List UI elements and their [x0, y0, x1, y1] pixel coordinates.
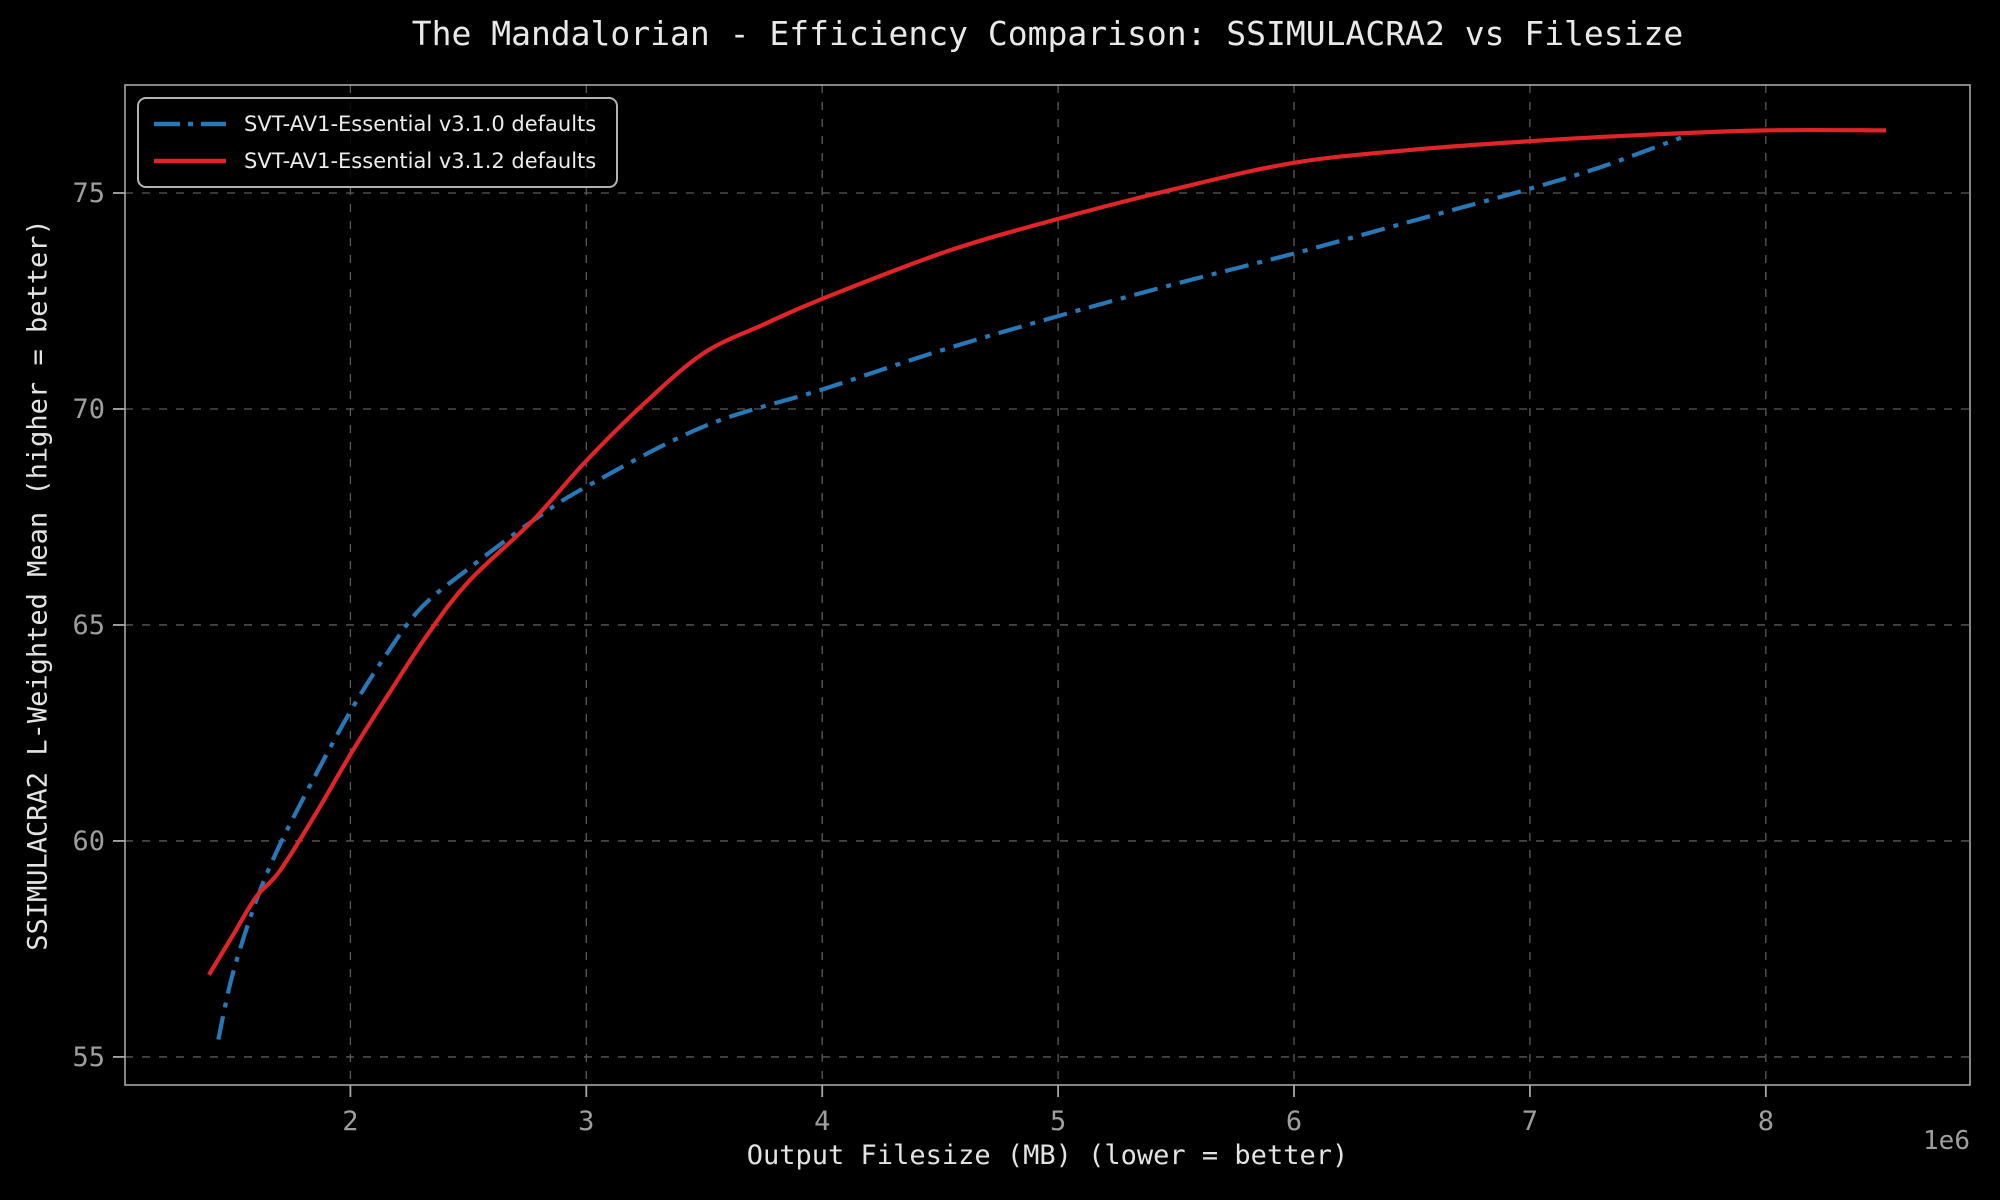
y-tick-label: 55 [72, 1042, 105, 1073]
y-tick-label: 75 [72, 178, 105, 209]
x-tick-label: 4 [814, 1106, 830, 1137]
legend-line-sample-solid-icon [154, 158, 226, 164]
x-tick-label: 8 [1758, 1106, 1774, 1137]
y-tick-label: 60 [72, 826, 105, 857]
x-tick-label: 5 [1050, 1106, 1066, 1137]
legend-item-v312: SVT-AV1-Essential v3.1.2 defaults [152, 145, 596, 177]
legend-label-v310: SVT-AV1-Essential v3.1.0 defaults [244, 112, 597, 136]
series-line-1 [207, 127, 1887, 976]
y-tick-label: 65 [72, 610, 105, 641]
x-tick-label: 7 [1522, 1106, 1538, 1137]
x-axis-label: Output Filesize (MB) (lower = better) [746, 1140, 1349, 1171]
legend-item-v310: SVT-AV1-Essential v3.1.0 defaults [152, 108, 596, 140]
y-axis-label: SSIMULACRA2 L-Weighted Mean (higher = be… [22, 219, 54, 951]
x-tick-label: 3 [578, 1106, 594, 1137]
x-tick-label: 6 [1286, 1106, 1302, 1137]
legend-line-sample-dashdot-icon [154, 121, 226, 127]
legend-label-v312: SVT-AV1-Essential v3.1.2 defaults [244, 149, 597, 173]
chart-title: The Mandalorian - Efficiency Comparison:… [411, 14, 1684, 53]
x-axis-offset-text: 1e6 [1923, 1126, 1970, 1156]
legend: SVT-AV1-Essential v3.1.0 defaults SVT-AV… [137, 97, 619, 188]
plot-border [124, 84, 1971, 1086]
series-line-0 [216, 135, 1682, 1041]
y-tick-label: 70 [72, 394, 105, 425]
x-tick-label: 2 [342, 1106, 358, 1137]
